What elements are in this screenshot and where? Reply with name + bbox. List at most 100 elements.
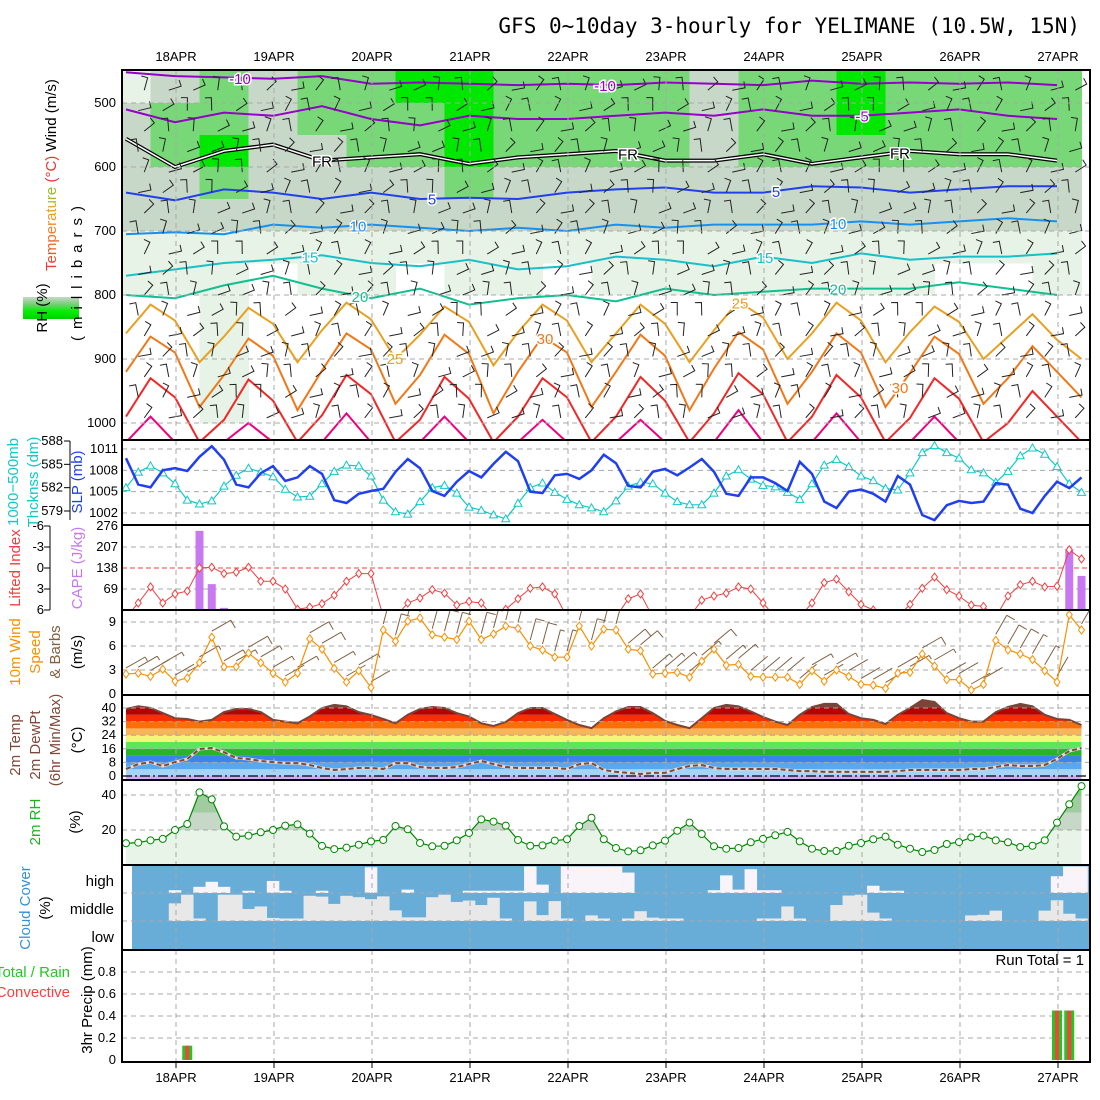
upper-wind-barb xyxy=(362,75,370,91)
li-marker xyxy=(1053,581,1061,592)
upper-wind-barb xyxy=(452,137,460,152)
rh-shading-cell xyxy=(983,199,1033,232)
rh-shading-cell xyxy=(1032,167,1082,200)
upper-wind-barb xyxy=(315,75,325,91)
cloud-bar xyxy=(266,917,280,921)
upper-wind-barb xyxy=(1020,101,1034,112)
upper-wind-barb xyxy=(281,341,289,357)
isotherm-line xyxy=(125,105,1058,127)
upper-wind-barb xyxy=(161,300,169,316)
wind-speed-marker xyxy=(1028,654,1037,665)
upper-wind-barb xyxy=(456,97,469,112)
li-marker xyxy=(257,576,265,587)
upper-wind-barb xyxy=(1041,281,1052,296)
upper-wind-barb xyxy=(995,342,1006,357)
upper-wind-barb xyxy=(143,321,152,337)
upper-wind-barb xyxy=(309,388,324,398)
upper-wind-barb xyxy=(431,303,445,316)
upper-wind-barb xyxy=(399,342,409,357)
cloud-bar xyxy=(254,906,268,921)
upper-wind-barb xyxy=(211,240,219,255)
date-label-top: 26APR xyxy=(939,49,980,64)
rh-shading-cell xyxy=(885,71,935,104)
upper-wind-barb xyxy=(821,281,831,296)
upper-wind-barb xyxy=(781,286,795,296)
date-label-top: 24APR xyxy=(743,49,784,64)
thickness-tick-label: 582 xyxy=(41,480,63,495)
upper-wind-barb xyxy=(283,363,292,377)
upper-wind-barb xyxy=(1011,302,1021,316)
upper-wind-barb xyxy=(584,280,594,296)
upper-wind-barb xyxy=(830,244,844,255)
upper-wind-barb xyxy=(584,198,595,214)
wind-barb xyxy=(444,610,460,632)
thickness-marker xyxy=(341,460,352,469)
cloud-bar xyxy=(475,905,488,921)
upper-wind-barb xyxy=(631,280,639,296)
upper-wind-barb xyxy=(928,241,941,255)
li-marker xyxy=(244,562,253,573)
upper-wind-barb xyxy=(628,388,642,398)
upper-wind-barb xyxy=(190,362,198,378)
cloud-bar xyxy=(732,889,745,893)
upper-wind-barb xyxy=(993,404,1003,418)
rh-marker xyxy=(918,848,927,857)
upper-wind-barb xyxy=(914,220,923,234)
upper-wind-barb xyxy=(830,327,844,337)
cloud-bar xyxy=(560,866,574,893)
upper-wind-barb xyxy=(609,409,624,419)
wind-speed-marker xyxy=(514,623,522,634)
upper-wind-barb xyxy=(456,263,470,275)
cloud-low-label: low xyxy=(91,929,114,946)
wind-speed-marker xyxy=(404,616,412,627)
isotherm-label: 30 xyxy=(537,331,554,348)
thickness-marker xyxy=(243,463,254,472)
upper-wind-barb xyxy=(458,403,466,418)
rh-shading-cell xyxy=(836,231,886,264)
cloud-bar xyxy=(279,918,292,921)
upper-wind-barb xyxy=(823,260,835,275)
li-marker xyxy=(367,568,375,579)
wind-barb xyxy=(578,610,583,621)
wind-barb xyxy=(860,666,881,679)
rh-shading-cell xyxy=(346,231,396,264)
upper-wind-barb xyxy=(358,101,373,112)
rh-marker xyxy=(256,828,265,837)
date-label-bottom: 22APR xyxy=(547,1070,588,1085)
thickness-marker xyxy=(451,488,462,497)
rh-marker xyxy=(795,837,804,846)
wind-speed-marker xyxy=(783,672,792,683)
cloud-bar xyxy=(266,880,280,893)
li-marker xyxy=(538,582,547,592)
date-label-bottom: 24APR xyxy=(743,1070,784,1085)
wind-barb xyxy=(480,611,496,634)
rh-marker xyxy=(599,835,608,844)
upper-wind-barb xyxy=(162,98,175,112)
rh-marker xyxy=(685,818,694,827)
upper-wind-barb xyxy=(971,224,985,235)
cloud-bar xyxy=(609,866,623,893)
precip-tick-label: 0.4 xyxy=(98,1008,116,1023)
wind-speed-marker xyxy=(269,668,277,679)
thickness-marker xyxy=(513,498,523,507)
upper-wind-barb xyxy=(349,384,360,398)
temp-band xyxy=(126,721,1082,729)
isotherm-label: FR xyxy=(618,146,638,163)
upper-wind-barb xyxy=(1001,122,1016,132)
upper-wind-barb xyxy=(407,141,421,153)
wind-unit: Wind (m/s) xyxy=(43,79,60,152)
upper-wind-barb xyxy=(1044,97,1056,112)
date-label-top: 25APR xyxy=(841,49,882,64)
upper-wind-barb xyxy=(129,302,139,316)
upper-wind-barb xyxy=(340,122,354,132)
upper-wind-barb xyxy=(505,302,518,316)
li-marker xyxy=(146,582,155,592)
rh-marker xyxy=(563,835,571,844)
upper-wind-barb xyxy=(282,281,292,296)
cloud-bar xyxy=(352,897,366,921)
upper-wind-barb xyxy=(850,116,858,132)
upper-wind-barb xyxy=(314,321,322,337)
upper-wind-barb xyxy=(741,97,752,111)
cloud-bar xyxy=(977,914,990,921)
upper-wind-barb xyxy=(462,364,476,378)
